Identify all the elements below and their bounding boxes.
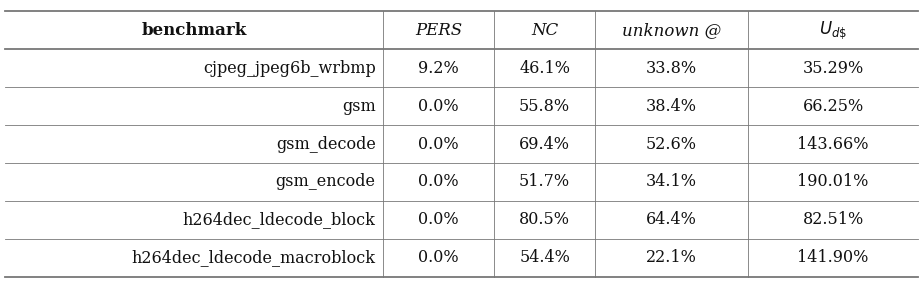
Text: NC: NC bbox=[531, 22, 558, 39]
Text: 55.8%: 55.8% bbox=[519, 98, 570, 115]
Text: 54.4%: 54.4% bbox=[519, 249, 570, 266]
Text: 82.51%: 82.51% bbox=[802, 211, 864, 228]
Text: 66.25%: 66.25% bbox=[802, 98, 864, 115]
Text: 51.7%: 51.7% bbox=[519, 174, 570, 190]
Text: h264dec_ldecode_macroblock: h264dec_ldecode_macroblock bbox=[132, 249, 376, 266]
Text: 38.4%: 38.4% bbox=[646, 98, 697, 115]
Text: 190.01%: 190.01% bbox=[797, 174, 869, 190]
Text: h264dec_ldecode_block: h264dec_ldecode_block bbox=[183, 211, 376, 228]
Text: 46.1%: 46.1% bbox=[519, 60, 570, 77]
Text: gsm_encode: gsm_encode bbox=[276, 174, 376, 190]
Text: unknown @: unknown @ bbox=[622, 22, 721, 39]
Text: 0.0%: 0.0% bbox=[418, 98, 459, 115]
Text: 143.66%: 143.66% bbox=[797, 136, 869, 152]
Text: 0.0%: 0.0% bbox=[418, 211, 459, 228]
Text: 33.8%: 33.8% bbox=[646, 60, 697, 77]
Text: 64.4%: 64.4% bbox=[646, 211, 697, 228]
Text: cjpeg_jpeg6b_wrbmp: cjpeg_jpeg6b_wrbmp bbox=[203, 60, 376, 77]
Text: gsm_decode: gsm_decode bbox=[276, 136, 376, 152]
Text: gsm: gsm bbox=[342, 98, 376, 115]
Text: 35.29%: 35.29% bbox=[802, 60, 864, 77]
Text: $\mathit{U}_{d\$}$: $\mathit{U}_{d\$}$ bbox=[819, 19, 847, 41]
Text: 0.0%: 0.0% bbox=[418, 136, 459, 152]
Text: 80.5%: 80.5% bbox=[519, 211, 570, 228]
Text: 0.0%: 0.0% bbox=[418, 174, 459, 190]
Text: benchmark: benchmark bbox=[141, 22, 246, 39]
Text: 141.90%: 141.90% bbox=[797, 249, 869, 266]
Text: 52.6%: 52.6% bbox=[646, 136, 697, 152]
Text: 0.0%: 0.0% bbox=[418, 249, 459, 266]
Text: 9.2%: 9.2% bbox=[418, 60, 459, 77]
Text: 34.1%: 34.1% bbox=[646, 174, 697, 190]
Text: PERS: PERS bbox=[414, 22, 462, 39]
Text: 22.1%: 22.1% bbox=[646, 249, 697, 266]
Text: 69.4%: 69.4% bbox=[519, 136, 570, 152]
